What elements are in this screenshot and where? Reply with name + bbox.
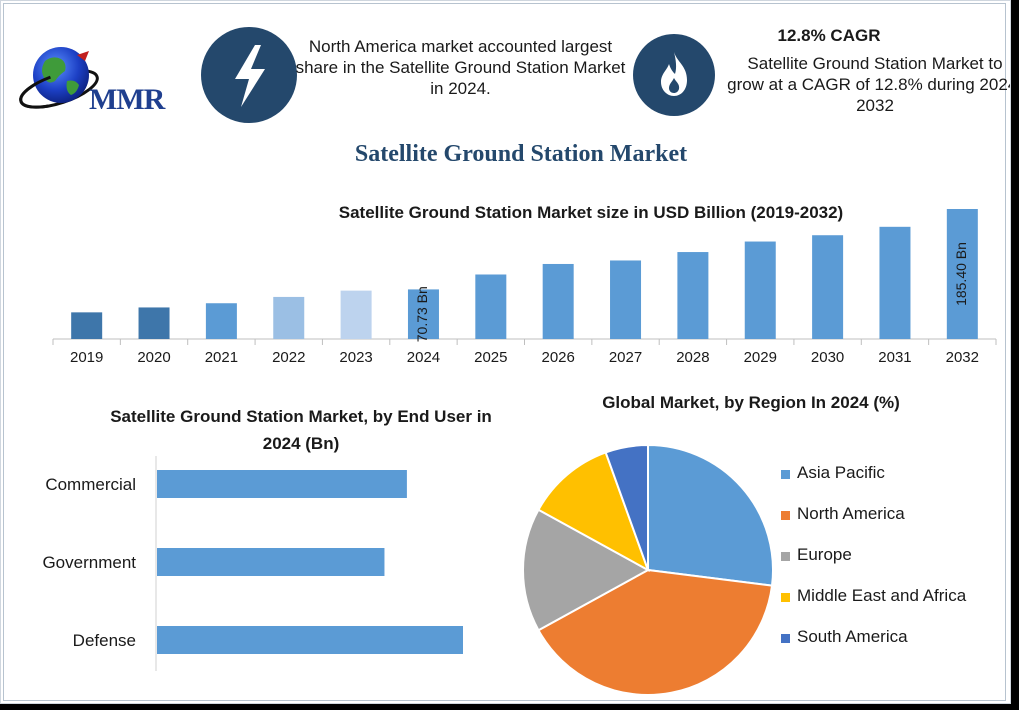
data-label: 185.40 Bn (953, 242, 969, 306)
legend-label: Europe (797, 545, 852, 564)
x-tick-label: 2029 (744, 349, 777, 366)
legend-label: South America (797, 627, 908, 646)
bolt-badge (201, 27, 297, 123)
x-tick-label: 2028 (676, 349, 709, 366)
x-tick-label: 2030 (811, 349, 844, 366)
bar-2020 (138, 307, 170, 339)
category-label: Government (42, 553, 136, 572)
region-pie-chart (522, 443, 774, 696)
flame-icon (661, 52, 687, 96)
legend-label: North America (797, 504, 905, 523)
x-tick-label: 2024 (407, 349, 440, 366)
bar-2031 (879, 226, 911, 339)
legend-swatch (781, 634, 790, 643)
x-tick-label: 2032 (946, 349, 979, 366)
legend-swatch (781, 511, 790, 520)
bar-2028 (677, 252, 709, 339)
bar-chart-title: Satellite Ground Station Market size in … (338, 203, 844, 222)
cagr-highlight: Satellite Ground Station Market to grow … (727, 54, 1011, 115)
flame-badge (633, 34, 715, 116)
bar-2032 (946, 209, 978, 339)
x-tick-label: 2025 (474, 349, 507, 366)
data-label: 70.73 Bn (414, 286, 430, 342)
bar-2029 (744, 241, 776, 339)
legend-swatch (781, 552, 790, 561)
bar-2022 (273, 296, 305, 339)
mmr-logo: MMR (15, 41, 195, 121)
legend-label: Middle East and Africa (797, 586, 967, 605)
x-tick-label: 2031 (878, 349, 911, 366)
bar-2024 (407, 289, 439, 339)
globe-icon (19, 47, 99, 109)
bar-commercial (157, 470, 407, 498)
pie-slice-south-america (604, 443, 649, 571)
category-label: Defense (73, 631, 136, 650)
bar-government (157, 548, 385, 576)
legend-swatch (781, 593, 790, 602)
end-user-chart-title: Satellite Ground Station Market, by End … (110, 407, 492, 453)
x-tick-label: 2023 (339, 349, 372, 366)
cagr-title: 12.8% CAGR (777, 26, 881, 45)
legend-label: Asia Pacific (797, 463, 885, 482)
bar-2025 (475, 274, 507, 339)
bar-2027 (610, 260, 642, 339)
bar-defense (157, 626, 463, 654)
category-label: Commercial (45, 475, 136, 494)
bar-2030 (812, 235, 844, 339)
bar-2021 (205, 303, 237, 339)
bar-2019 (71, 312, 103, 339)
bar-2023 (340, 290, 372, 339)
lightning-bolt-icon (235, 45, 265, 107)
bar-2026 (542, 263, 574, 339)
pie-slice-europe (522, 508, 651, 632)
x-tick-label: 2026 (541, 349, 574, 366)
region-pie-title: Global Market, by Region In 2024 (%) (602, 393, 900, 412)
x-tick-label: 2027 (609, 349, 642, 366)
pie-slice-mea (537, 451, 650, 573)
north-america-highlight: North America market accounted largest s… (295, 37, 626, 98)
pie-slice-north-america (537, 568, 774, 696)
x-tick-label: 2022 (272, 349, 305, 366)
logo-text: MMR (89, 83, 165, 116)
end-user-bar-chart: Commercial Government Defense (42, 456, 463, 671)
x-tick-label: 2019 (70, 349, 103, 366)
page-title: Satellite Ground Station Market (354, 141, 688, 167)
market-size-bar-chart: 2019 2020 2021 2022 2023 2024 70.73 Bn 2025 2026… (52, 209, 997, 366)
x-tick-label: 2021 (205, 349, 238, 366)
legend-swatch (781, 470, 790, 479)
pie-slice-asia-pacific (647, 443, 774, 587)
x-tick-label: 2020 (137, 349, 170, 366)
